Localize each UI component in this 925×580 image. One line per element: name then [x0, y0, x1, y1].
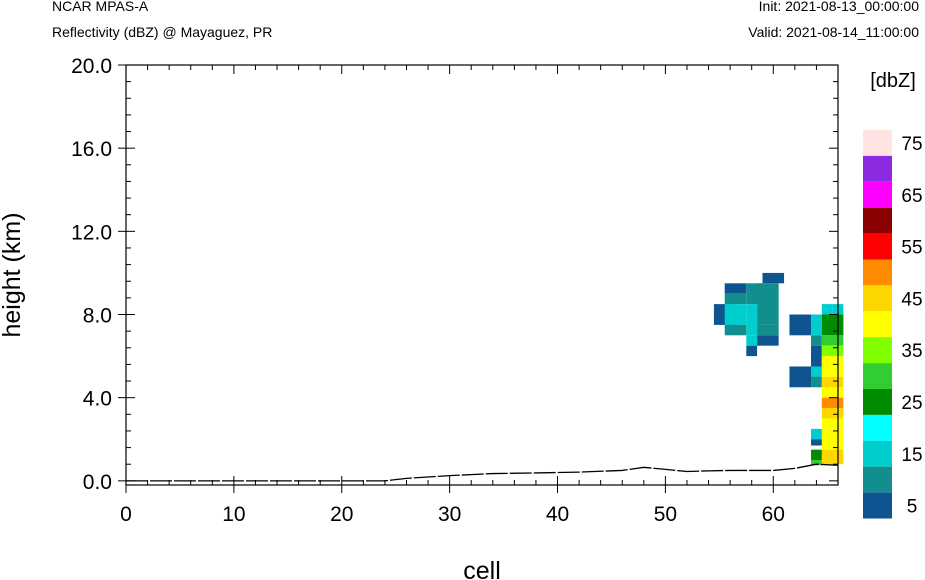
- colorbar-swatch: [863, 337, 892, 364]
- reflectivity-cell: [762, 272, 785, 284]
- reflectivity-cell: [811, 449, 822, 461]
- terrain-polyline: [126, 463, 839, 482]
- reflectivity-cells: [713, 272, 844, 466]
- x-tick-label: 40: [546, 503, 569, 526]
- colorbar-swatch: [863, 492, 892, 519]
- reflectivity-cell: [724, 304, 747, 325]
- reflectivity-cell: [811, 460, 822, 466]
- reflectivity-cell: [724, 283, 747, 294]
- reflectivity-cell: [821, 376, 844, 388]
- colorbar-label: 65: [901, 186, 922, 207]
- reflectivity-cell: [789, 366, 812, 388]
- reflectivity-cell: [811, 366, 822, 377]
- axis-ticks: [118, 64, 839, 493]
- reflectivity-cell: [811, 335, 822, 346]
- reflectivity-cell: [821, 428, 844, 450]
- colorbar-swatch: [863, 285, 892, 312]
- reflectivity-cell: [757, 324, 779, 336]
- colorbar-swatch: [863, 233, 892, 260]
- reflectivity-cell: [821, 356, 844, 377]
- valid-time: Valid: 2021-08-14_11:00:00: [748, 24, 919, 40]
- x-tick-label: 60: [762, 503, 785, 526]
- reflectivity-cell: [757, 283, 779, 325]
- x-axis-title: cell: [463, 557, 501, 580]
- x-tick-label: 20: [330, 503, 353, 526]
- y-tick-label: 4.0: [83, 388, 112, 411]
- colorbar-swatch: [863, 259, 892, 286]
- reflectivity-cell: [821, 418, 844, 429]
- colorbar-swatch: [863, 207, 892, 234]
- reflectivity-cell: [746, 304, 758, 336]
- colorbar-label: 75: [901, 134, 922, 155]
- reflectivity-cell: [821, 345, 844, 357]
- reflectivity-cell: [821, 449, 844, 465]
- colorbar-label: 25: [901, 393, 922, 414]
- x-tick-label: 0: [120, 503, 132, 526]
- y-tick-label: 20.0: [71, 55, 112, 78]
- reflectivity-cell: [821, 408, 844, 419]
- x-tick-label: 50: [654, 503, 677, 526]
- reflectivity-cell: [746, 335, 758, 346]
- reflectivity-cell: [724, 324, 747, 336]
- colorbar-swatch: [863, 181, 892, 208]
- x-tick-label: 30: [438, 503, 461, 526]
- colorbar-label: 55: [901, 238, 922, 259]
- colorbar-swatch: [863, 130, 892, 156]
- y-tick-label: 12.0: [71, 221, 112, 244]
- x-tick-label: 10: [222, 503, 245, 526]
- colorbar-swatch: [863, 440, 892, 467]
- colorbar-swatch: [863, 414, 892, 441]
- reflectivity-cell: [811, 376, 822, 388]
- axis-labels: 0 10 20 30 40 50 60 0.0 4.0 8.0 12.0 16.0 20.0 cell he…: [0, 55, 785, 580]
- init-time: Init: 2021-08-13_00:00:00: [758, 0, 919, 14]
- reflectivity-cell: [811, 439, 822, 446]
- colorbar-label: 45: [901, 289, 922, 310]
- reflectivity-cell: [746, 345, 758, 357]
- colorbar: [dbZ] 5 15 25 35 45 55 65 75: [863, 70, 923, 519]
- y-tick-label: 16.0: [71, 138, 112, 161]
- reflectivity-cell: [811, 428, 822, 440]
- colorbar-swatch: [863, 389, 892, 415]
- colorbar-label: 35: [901, 341, 922, 362]
- reflectivity-cell: [821, 335, 844, 346]
- colorbar-swatch: [863, 155, 892, 182]
- plot-frame: [125, 64, 839, 486]
- colorbar-label: 15: [901, 445, 922, 466]
- colorbar-swatch: [863, 466, 892, 493]
- reflectivity-cell: [724, 293, 747, 305]
- y-tick-label: 8.0: [83, 305, 112, 328]
- reflectivity-cell: [757, 335, 779, 346]
- colorbar-label: 5: [907, 497, 918, 518]
- reflectivity-cell: [789, 314, 812, 336]
- reflectivity-cell: [821, 314, 844, 336]
- reflectivity-cell: [811, 314, 822, 336]
- y-axis-title: height (km): [0, 212, 26, 337]
- reflectivity-cell: [821, 387, 844, 398]
- reflectivity-cell: [821, 304, 833, 315]
- y-tick-label: 0.0: [83, 471, 112, 494]
- model-title: NCAR MPAS-A: [52, 0, 149, 14]
- colorbar-swatch: [863, 363, 892, 389]
- colorbar-title: [dbZ]: [870, 70, 916, 92]
- terrain-line: [126, 463, 839, 482]
- colorbar-swatch: [863, 311, 892, 338]
- reflectivity-cell: [821, 397, 844, 409]
- reflectivity-cell: [811, 345, 822, 377]
- field-title: Reflectivity (dBZ) @ Mayaguez, PR: [52, 24, 273, 40]
